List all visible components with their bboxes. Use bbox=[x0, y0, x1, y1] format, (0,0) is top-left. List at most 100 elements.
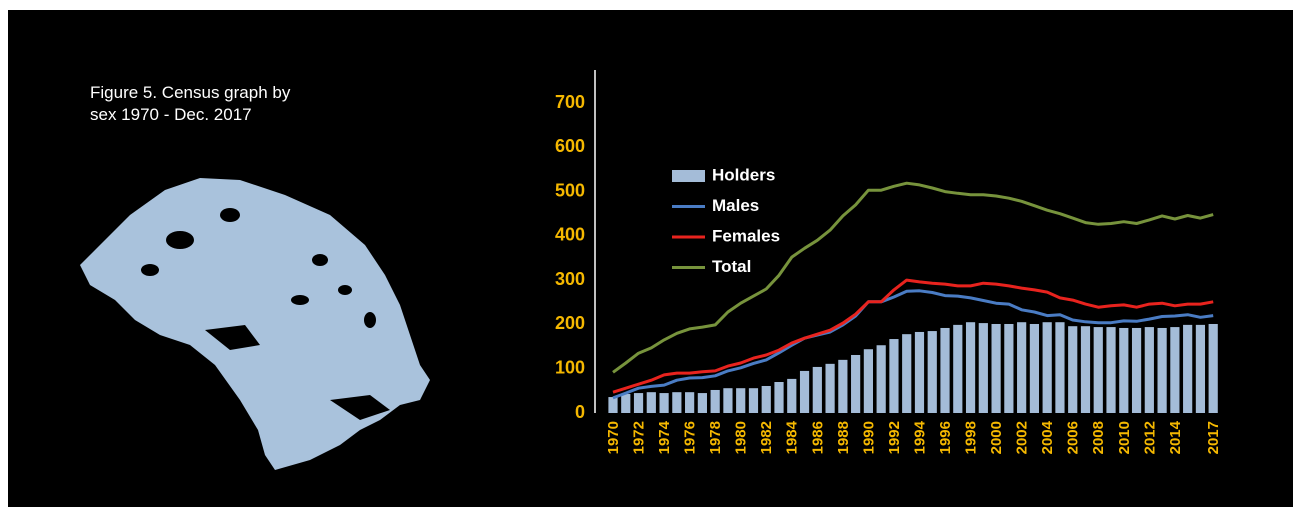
bar bbox=[1119, 327, 1129, 413]
bar bbox=[902, 334, 912, 413]
x-tick-label: 1980 bbox=[733, 421, 750, 454]
spot bbox=[312, 254, 328, 266]
x-tick-label: 1972 bbox=[631, 421, 648, 454]
x-tick-label: 1998 bbox=[963, 421, 980, 454]
bar bbox=[723, 388, 733, 413]
bar bbox=[812, 366, 822, 413]
x-tick-label: 1970 bbox=[605, 421, 622, 454]
bar bbox=[1068, 326, 1078, 413]
x-tick-label: 2008 bbox=[1090, 421, 1107, 454]
bar bbox=[1029, 323, 1040, 413]
bar bbox=[927, 331, 937, 413]
bar bbox=[1004, 323, 1014, 413]
y-tick-label: 700 bbox=[555, 92, 585, 112]
bar bbox=[659, 393, 669, 413]
bar bbox=[799, 370, 810, 413]
snow-leopard-illustration bbox=[80, 178, 430, 470]
bar bbox=[825, 363, 835, 413]
bar bbox=[633, 393, 644, 413]
x-tick-label: 1974 bbox=[656, 420, 673, 454]
bar bbox=[1017, 322, 1027, 413]
bar bbox=[697, 393, 707, 413]
spot bbox=[338, 285, 352, 295]
bar bbox=[889, 339, 899, 413]
x-tick-label: 1996 bbox=[937, 421, 954, 454]
bar bbox=[953, 324, 963, 413]
bar bbox=[1055, 322, 1065, 413]
bar bbox=[685, 392, 695, 413]
chart-title: Figure 5. Census graph by sex 1970 - Dec… bbox=[90, 83, 291, 124]
spot bbox=[166, 231, 194, 249]
spot bbox=[141, 264, 159, 276]
y-tick-label: 600 bbox=[555, 136, 585, 156]
line-total bbox=[612, 181, 1214, 374]
x-tick-label: 1982 bbox=[758, 421, 775, 454]
bar bbox=[1195, 324, 1206, 413]
bar bbox=[991, 323, 1001, 413]
bar bbox=[608, 397, 618, 413]
x-tick-label: 2010 bbox=[1116, 421, 1133, 454]
bar bbox=[1093, 327, 1103, 413]
y-tick-label: 0 bbox=[575, 402, 585, 422]
bar bbox=[646, 392, 656, 413]
x-tick-label: 2002 bbox=[1014, 421, 1031, 454]
bar bbox=[863, 349, 873, 413]
x-tick-label: 1990 bbox=[860, 421, 877, 454]
line-females bbox=[612, 278, 1214, 394]
x-tick-label: 2017 bbox=[1205, 421, 1222, 454]
bar bbox=[914, 331, 925, 413]
x-tick-label: 1988 bbox=[835, 421, 852, 454]
y-tick-label: 100 bbox=[555, 357, 585, 377]
bar bbox=[876, 345, 886, 413]
y-tick-label: 300 bbox=[555, 269, 585, 289]
x-tick-label: 1976 bbox=[682, 421, 699, 454]
x-tick-label: 1978 bbox=[707, 421, 724, 454]
bar bbox=[621, 393, 631, 413]
bar bbox=[1157, 327, 1167, 413]
line-males bbox=[612, 289, 1214, 400]
legend-swatch bbox=[672, 170, 705, 182]
bar bbox=[672, 392, 682, 413]
bar bbox=[965, 322, 976, 413]
x-tick-label: 1984 bbox=[784, 420, 801, 454]
bar bbox=[1183, 324, 1193, 413]
x-tick-label: 1986 bbox=[809, 421, 826, 454]
spot bbox=[364, 312, 376, 328]
bar bbox=[1144, 327, 1154, 413]
bar bbox=[761, 385, 771, 413]
bar bbox=[940, 327, 950, 413]
x-tick-label: 1992 bbox=[886, 421, 903, 454]
x-tick-label: 2012 bbox=[1141, 421, 1158, 454]
spot bbox=[220, 208, 240, 222]
bar bbox=[851, 354, 861, 413]
y-tick-label: 400 bbox=[555, 225, 585, 245]
legend-label: Holders bbox=[712, 165, 775, 184]
leopard-head bbox=[80, 178, 430, 470]
x-tick-label: 2014 bbox=[1167, 420, 1184, 454]
bar bbox=[1170, 327, 1180, 413]
bar bbox=[1106, 327, 1116, 413]
y-tick-label: 200 bbox=[555, 313, 585, 333]
x-tick-label: 2004 bbox=[1039, 420, 1056, 454]
bar bbox=[787, 378, 797, 413]
x-tick-label: 2006 bbox=[1065, 421, 1082, 454]
mouth bbox=[330, 395, 390, 420]
legend-label: Males bbox=[712, 196, 759, 215]
x-tick-label: 1994 bbox=[911, 420, 928, 454]
bar bbox=[736, 388, 746, 413]
bar bbox=[774, 382, 784, 413]
spot bbox=[291, 295, 309, 305]
bar bbox=[1131, 327, 1142, 413]
bar bbox=[748, 388, 759, 413]
bar bbox=[1042, 322, 1052, 413]
bar bbox=[710, 389, 720, 413]
bar bbox=[838, 359, 848, 413]
bar bbox=[1080, 326, 1091, 413]
y-tick-label: 500 bbox=[555, 180, 585, 200]
legend-label: Females bbox=[712, 226, 780, 245]
x-tick-label: 2000 bbox=[988, 421, 1005, 454]
legend-label: Total bbox=[712, 257, 751, 276]
eye bbox=[205, 325, 260, 350]
